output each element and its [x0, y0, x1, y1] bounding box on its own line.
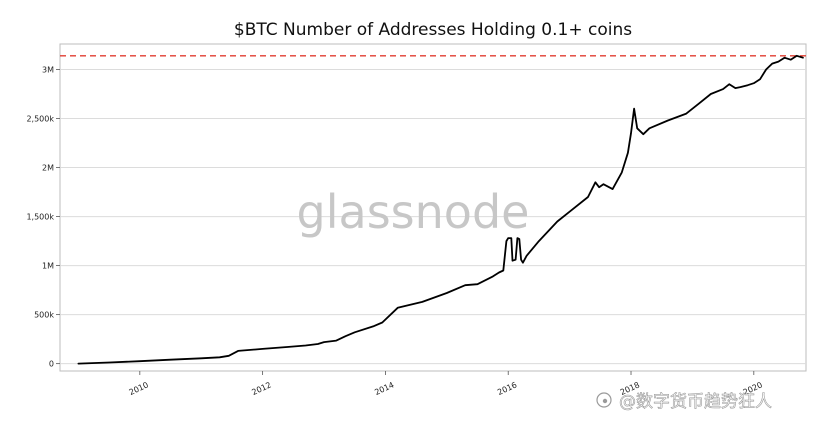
- grid: [60, 68, 806, 365]
- y-tick-label: 1M: [42, 262, 54, 271]
- y-tick-label: 3M: [42, 65, 54, 74]
- weibo-icon: [596, 392, 612, 408]
- x-tick-label: 2016: [496, 380, 518, 397]
- series-line: [77, 54, 804, 365]
- chart-title: $BTC Number of Addresses Holding 0.1+ co…: [234, 20, 632, 40]
- x-tick-label: 2012: [250, 380, 272, 397]
- series-group: [77, 54, 804, 365]
- x-tick-label: 2010: [128, 380, 150, 397]
- y-tick-label: 500k: [34, 311, 54, 320]
- plot-area: [59, 43, 807, 372]
- y-tick-label: 2,500k: [26, 115, 54, 124]
- y-axis: 0 500k 1M 1,500k 2M 2,500k 3M: [26, 65, 60, 369]
- y-tick-label: 2M: [42, 164, 54, 173]
- weibo-icon-eye: [602, 398, 608, 404]
- glassnode-watermark: glassnode: [297, 185, 530, 239]
- y-tick-label: 0: [49, 360, 54, 369]
- watermark-source-text: @数字货币趋势狂人: [619, 392, 772, 412]
- weibo-watermark: @数字货币趋势狂人: [596, 392, 772, 412]
- y-tick-label: 1,500k: [26, 213, 54, 222]
- x-tick-label: 2014: [373, 380, 395, 397]
